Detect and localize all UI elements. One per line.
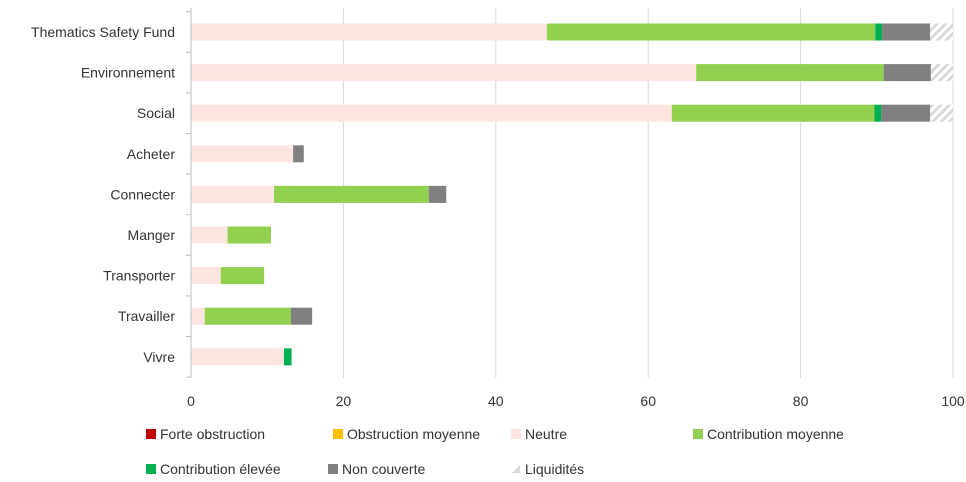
category-label-acheter: Acheter bbox=[127, 146, 176, 162]
bar-liquidites-environnement bbox=[930, 64, 953, 82]
bar-liquidites-social bbox=[930, 104, 953, 122]
category-label-manger: Manger bbox=[128, 227, 176, 243]
bar-contribution-moyenne-travailler bbox=[204, 307, 291, 325]
bar-non-couverte-social bbox=[881, 104, 931, 122]
bar-contribution-moyenne-connecter bbox=[274, 185, 429, 203]
legend-label-forte-obstruction: Forte obstruction bbox=[160, 426, 265, 442]
legend: Forte obstruction Obstruction moyenne Neut… bbox=[146, 426, 844, 477]
category-label-thematics-safety-fund: Thematics Safety Fund bbox=[31, 24, 175, 40]
category-label-vivre: Vivre bbox=[143, 349, 175, 365]
bars bbox=[191, 23, 953, 366]
legend-label-neutre: Neutre bbox=[525, 426, 567, 442]
x-tick-label: 20 bbox=[336, 393, 352, 409]
legend-swatch-contribution-elevee bbox=[146, 464, 156, 474]
bar-neutre-environnement bbox=[191, 64, 697, 82]
bar-contribution-moyenne-environnement bbox=[696, 64, 884, 82]
legend-label-liquidites: Liquidités bbox=[525, 461, 584, 477]
bar-neutre-thematics-safety-fund bbox=[191, 23, 547, 41]
bar-non-couverte-environnement bbox=[883, 64, 931, 82]
legend-label-contribution-elevee: Contribution élevée bbox=[160, 461, 281, 477]
legend-swatch-neutre bbox=[511, 429, 521, 439]
bar-contribution-elevee-thematics-safety-fund bbox=[875, 23, 883, 41]
category-label-social: Social bbox=[137, 105, 175, 121]
legend-swatch-non-couverte bbox=[328, 464, 338, 474]
legend-swatch-contribution-moyenne bbox=[693, 429, 703, 439]
bar-contribution-elevee-vivre bbox=[283, 348, 292, 366]
bar-contribution-moyenne-thematics-safety-fund bbox=[546, 23, 876, 41]
x-tick-label: 40 bbox=[488, 393, 504, 409]
bar-neutre-manger bbox=[191, 226, 228, 244]
category-label-transporter: Transporter bbox=[103, 268, 175, 284]
category-label-travailler: Travailler bbox=[118, 308, 175, 324]
legend-swatch-obstruction-moyenne bbox=[333, 429, 343, 439]
axes: 0 20 40 60 80 100 Thematics Safety Fund Environ… bbox=[31, 8, 965, 409]
bar-non-couverte-thematics-safety-fund bbox=[882, 23, 931, 41]
legend-label-obstruction-moyenne: Obstruction moyenne bbox=[347, 426, 480, 442]
legend-swatch-forte-obstruction bbox=[146, 429, 156, 439]
x-tick-label: 100 bbox=[941, 393, 965, 409]
bar-contribution-moyenne-transporter bbox=[220, 267, 265, 285]
bar-contribution-moyenne-manger bbox=[227, 226, 272, 244]
bar-neutre-transporter bbox=[191, 267, 221, 285]
category-label-environnement: Environnement bbox=[81, 65, 175, 81]
legend-label-non-couverte: Non couverte bbox=[342, 461, 425, 477]
bar-non-couverte-travailler bbox=[290, 307, 313, 325]
legend-swatch-liquidites bbox=[512, 465, 520, 473]
bar-neutre-social bbox=[191, 104, 672, 122]
bar-neutre-connecter bbox=[191, 185, 275, 203]
bar-contribution-moyenne-social bbox=[671, 104, 875, 122]
category-label-connecter: Connecter bbox=[110, 186, 175, 202]
bar-liquidites-thematics-safety-fund bbox=[930, 23, 953, 41]
bar-neutre-acheter bbox=[191, 145, 294, 163]
x-tick-label: 0 bbox=[187, 393, 195, 409]
x-tick-label: 60 bbox=[640, 393, 656, 409]
bar-neutre-vivre bbox=[191, 348, 284, 366]
bar-non-couverte-acheter bbox=[293, 145, 304, 163]
x-tick-label: 80 bbox=[793, 393, 809, 409]
legend-label-contribution-moyenne: Contribution moyenne bbox=[707, 426, 844, 442]
bar-non-couverte-connecter bbox=[428, 185, 447, 203]
bar-contribution-elevee-social bbox=[874, 104, 882, 122]
bar-neutre-travailler bbox=[191, 307, 205, 325]
